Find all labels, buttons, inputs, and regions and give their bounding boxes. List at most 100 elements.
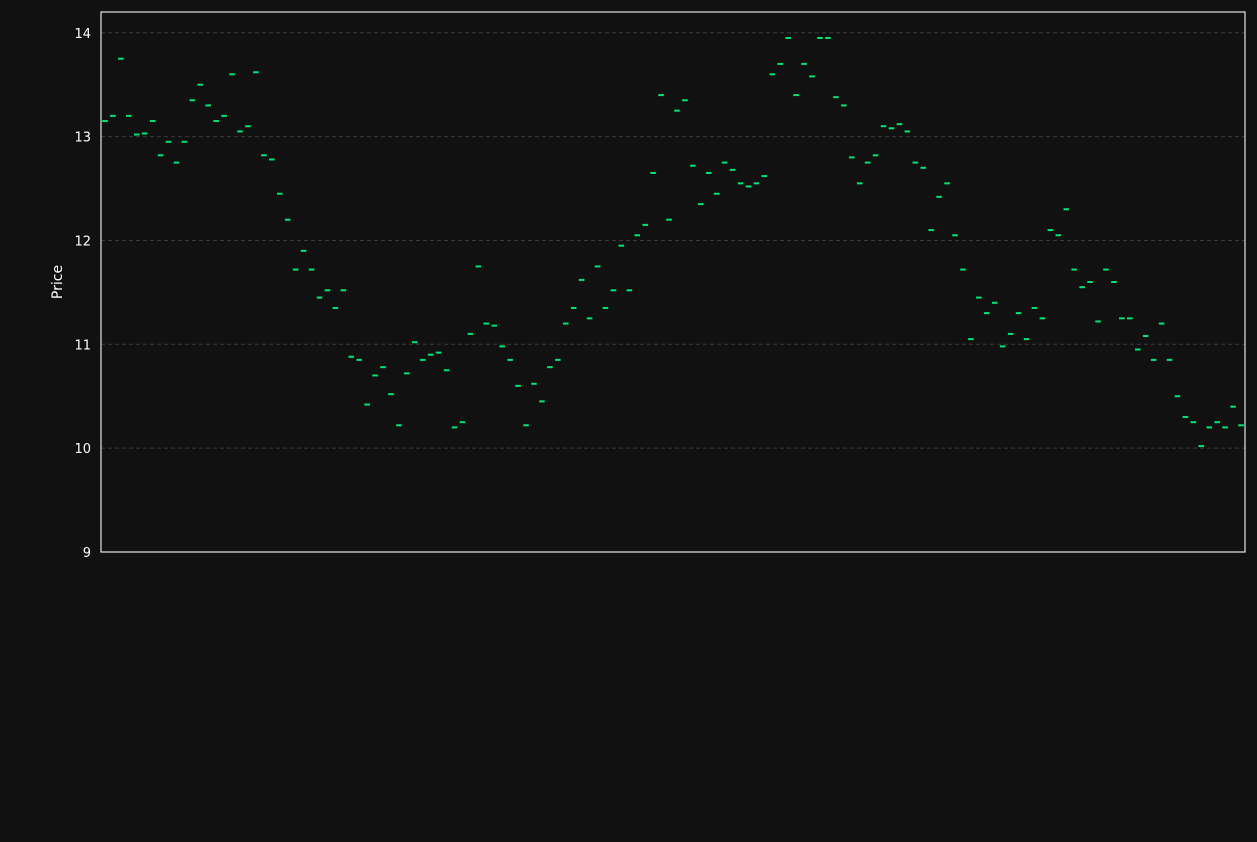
open-mark — [991, 301, 998, 304]
open-mark — [181, 140, 188, 143]
open-mark — [610, 289, 617, 292]
open-mark — [698, 203, 704, 206]
open-mark — [340, 289, 347, 292]
open-mark — [419, 358, 426, 361]
open-mark — [1182, 416, 1189, 418]
open-mark — [586, 317, 593, 320]
open-mark — [562, 322, 569, 325]
open-mark — [1015, 312, 1022, 315]
open-mark — [213, 120, 219, 123]
open-mark — [1111, 281, 1117, 283]
open-mark — [221, 114, 227, 117]
open-mark — [324, 289, 331, 292]
open-mark — [1174, 395, 1181, 398]
open-mark — [1087, 281, 1093, 283]
open-mark — [245, 125, 251, 128]
open-mark — [149, 120, 156, 123]
price-tick-label: 10 — [74, 442, 91, 457]
open-mark — [674, 109, 680, 112]
open-mark — [165, 140, 172, 143]
open-mark — [1230, 405, 1236, 408]
open-mark — [1119, 317, 1125, 320]
open-mark — [197, 83, 204, 86]
open-mark — [984, 312, 990, 315]
open-mark — [507, 358, 513, 361]
open-mark — [451, 426, 458, 429]
open-mark — [634, 234, 641, 237]
open-mark — [253, 71, 259, 74]
open-mark — [856, 182, 863, 185]
open-mark — [1055, 234, 1062, 237]
open-mark — [570, 306, 577, 309]
open-mark — [499, 345, 505, 348]
open-mark — [976, 296, 982, 299]
open-mark — [1127, 317, 1133, 320]
open-mark — [133, 133, 140, 136]
open-mark — [261, 154, 267, 157]
open-mark — [523, 424, 529, 427]
open-mark — [284, 218, 291, 221]
price-tick-label: 9 — [83, 546, 91, 561]
open-mark — [467, 332, 474, 335]
open-mark — [237, 130, 243, 133]
open-mark — [737, 182, 744, 185]
open-mark — [1031, 306, 1038, 309]
open-mark — [666, 218, 672, 221]
open-mark — [952, 234, 958, 237]
open-mark — [316, 296, 323, 299]
open-mark — [1023, 338, 1030, 341]
open-mark — [388, 393, 394, 396]
open-mark — [817, 36, 823, 39]
open-mark — [443, 369, 450, 372]
open-mark — [475, 265, 482, 268]
open-mark — [332, 306, 339, 309]
open-mark — [658, 94, 664, 97]
open-mark — [1206, 426, 1213, 429]
open-mark — [1190, 421, 1197, 424]
price-tick-label: 14 — [74, 27, 91, 42]
open-mark — [626, 289, 633, 292]
open-mark — [531, 382, 537, 385]
open-mark — [435, 351, 442, 354]
open-mark — [825, 36, 831, 39]
open-mark — [1142, 335, 1149, 337]
open-mark — [753, 182, 760, 185]
open-mark — [118, 57, 124, 60]
open-mark — [292, 268, 299, 271]
open-mark — [141, 132, 148, 135]
open-mark — [904, 130, 911, 133]
open-mark — [396, 424, 402, 427]
open-mark — [1222, 426, 1228, 429]
open-mark — [1198, 445, 1205, 448]
open-mark — [833, 96, 839, 99]
open-mark — [650, 171, 656, 174]
open-mark — [578, 278, 585, 281]
price-tick-label: 12 — [74, 234, 91, 249]
open-mark — [872, 154, 879, 157]
open-mark — [189, 99, 196, 102]
price-panel-frame — [100, 11, 1246, 553]
open-mark — [173, 161, 180, 164]
price-tick-label: 11 — [74, 338, 91, 353]
open-mark — [348, 355, 355, 358]
open-mark — [427, 353, 434, 356]
open-mark — [1039, 317, 1046, 320]
open-mark — [793, 94, 799, 97]
open-mark — [364, 403, 370, 406]
open-mark — [920, 166, 927, 169]
open-mark — [864, 161, 871, 164]
open-mark — [745, 185, 752, 188]
open-mark — [1103, 268, 1109, 271]
open-mark — [1166, 358, 1173, 361]
open-mark — [841, 104, 847, 107]
open-mark — [102, 120, 108, 123]
open-mark — [459, 421, 466, 424]
open-mark — [944, 182, 950, 185]
open-mark — [912, 161, 919, 164]
open-mark — [356, 358, 362, 361]
open-mark — [483, 322, 490, 325]
open-mark — [761, 175, 768, 178]
open-mark — [785, 36, 791, 39]
open-mark — [1214, 421, 1220, 424]
